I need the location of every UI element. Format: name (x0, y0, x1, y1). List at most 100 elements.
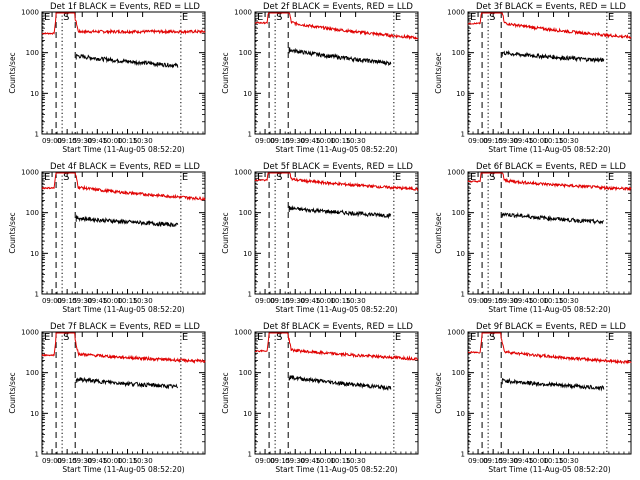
marker-label: E (257, 12, 263, 23)
y-axis-label: Counts/sec (221, 52, 230, 93)
y-axis-label: Counts/sec (8, 212, 17, 253)
x-tick-label: 09:45 (87, 457, 107, 465)
y-tick-label: 1 (248, 131, 252, 139)
y-axis-label: Counts/sec (221, 372, 230, 413)
y-tick-label: 1000 (21, 9, 39, 17)
x-tick-label: 09:15 (270, 457, 290, 465)
x-tick-label: 09:45 (300, 137, 320, 145)
panel-7: Det 7f BLACK = Events, RED = LLD 1 10 100 10… (8, 322, 206, 474)
marker-label: S (489, 12, 495, 23)
y-tick-label: 100 (452, 209, 465, 217)
panel-8: Det 8f BLACK = Events, RED = LLD 1 10 100 10… (221, 322, 419, 474)
x-tick-label: 09:45 (513, 137, 533, 145)
x-axis-label: Start Time (11-Aug-05 08:52:20) (62, 305, 184, 314)
marker-label: S (276, 12, 282, 23)
marker-label: E (608, 172, 614, 183)
y-tick-label: 100 (239, 209, 252, 217)
y-tick-label: 10 (243, 90, 252, 98)
panel-5: Det 5f BLACK = Events, RED = LLD 1 10 100 10… (221, 162, 419, 314)
x-tick-label: 10:00 (528, 297, 548, 305)
y-tick-label: 1000 (234, 329, 252, 337)
x-tick-label: 09:00 (468, 457, 488, 465)
x-tick-label: 10:15 (330, 457, 350, 465)
plot-frame (41, 11, 206, 135)
x-tick-label: 09:45 (300, 297, 320, 305)
x-axis-label: Start Time (11-Aug-05 08:52:20) (62, 465, 184, 474)
y-tick-label: 10 (243, 250, 252, 258)
y-tick-label: 10 (30, 410, 39, 418)
plot-frame (467, 11, 632, 135)
y-tick-label: 1000 (447, 329, 465, 337)
y-tick-label: 1 (461, 451, 465, 459)
marker-label: S (63, 332, 69, 343)
plot-frame (254, 11, 419, 135)
panel-title: Det 3f BLACK = Events, RED = LLD (476, 2, 626, 12)
x-tick-label: 10:00 (528, 137, 548, 145)
x-tick-label: 10:00 (528, 457, 548, 465)
marker-label: S (276, 332, 282, 343)
y-tick-label: 1 (248, 291, 252, 299)
panel-title: Det 8f BLACK = Events, RED = LLD (263, 322, 413, 332)
y-tick-label: 1000 (234, 169, 252, 177)
x-tick-label: 09:30 (285, 137, 305, 145)
panel-title: Det 4f BLACK = Events, RED = LLD (50, 162, 200, 172)
panel-title: Det 7f BLACK = Events, RED = LLD (50, 322, 200, 332)
marker-label: S (489, 172, 495, 183)
y-tick-label: 10 (243, 410, 252, 418)
x-tick-label: 09:30 (72, 297, 92, 305)
x-tick-label: 09:45 (513, 297, 533, 305)
y-tick-label: 10 (456, 410, 465, 418)
y-tick-label: 1000 (21, 329, 39, 337)
y-axis-label: Counts/sec (434, 52, 443, 93)
panel-title: Det 2f BLACK = Events, RED = LLD (263, 2, 413, 12)
y-tick-label: 1 (248, 451, 252, 459)
y-tick-label: 10 (30, 90, 39, 98)
y-axis-label: Counts/sec (221, 212, 230, 253)
marker-label: E (257, 332, 263, 343)
x-axis-label: Start Time (11-Aug-05 08:52:20) (488, 465, 610, 474)
x-tick-label: 09:30 (72, 457, 92, 465)
x-tick-label: 09:15 (483, 457, 503, 465)
x-tick-label: 09:15 (57, 137, 77, 145)
x-tick-label: 10:00 (102, 297, 122, 305)
x-tick-label: 10:30 (559, 457, 579, 465)
y-tick-label: 10 (30, 250, 39, 258)
y-tick-label: 1 (461, 291, 465, 299)
y-tick-label: 1000 (234, 9, 252, 17)
marker-label: S (63, 12, 69, 23)
y-tick-label: 100 (26, 369, 39, 377)
marker-label: E (182, 172, 188, 183)
events-series-line (288, 205, 392, 220)
marker-label: S (276, 172, 282, 183)
x-tick-label: 09:00 (255, 137, 275, 145)
x-tick-label: 10:00 (102, 457, 122, 465)
x-tick-label: 10:30 (346, 137, 366, 145)
y-tick-label: 1 (35, 451, 39, 459)
marker-label: E (470, 172, 476, 183)
x-tick-label: 10:30 (346, 297, 366, 305)
marker-label: S (489, 332, 495, 343)
x-tick-label: 09:30 (498, 137, 518, 145)
y-tick-label: 100 (239, 49, 252, 57)
marker-label: E (470, 332, 476, 343)
events-series-line (501, 377, 605, 392)
x-axis-label: Start Time (11-Aug-05 08:52:20) (488, 145, 610, 154)
x-tick-label: 09:45 (87, 297, 107, 305)
lld-series-line (41, 12, 206, 35)
plot-frame (41, 331, 206, 455)
y-tick-label: 1000 (21, 169, 39, 177)
marker-label: E (395, 12, 401, 23)
x-tick-label: 10:15 (117, 457, 137, 465)
marker-label: E (470, 12, 476, 23)
lld-series-line (41, 172, 206, 201)
x-tick-label: 09:30 (498, 457, 518, 465)
y-tick-label: 100 (452, 369, 465, 377)
x-tick-label: 09:30 (285, 297, 305, 305)
panel-title: Det 9f BLACK = Events, RED = LLD (476, 322, 626, 332)
plot-frame (41, 171, 206, 295)
y-tick-label: 10 (456, 90, 465, 98)
lld-series-line (467, 12, 632, 40)
x-tick-label: 09:00 (42, 137, 62, 145)
x-axis-label: Start Time (11-Aug-05 08:52:20) (275, 465, 397, 474)
x-tick-label: 10:15 (330, 137, 350, 145)
